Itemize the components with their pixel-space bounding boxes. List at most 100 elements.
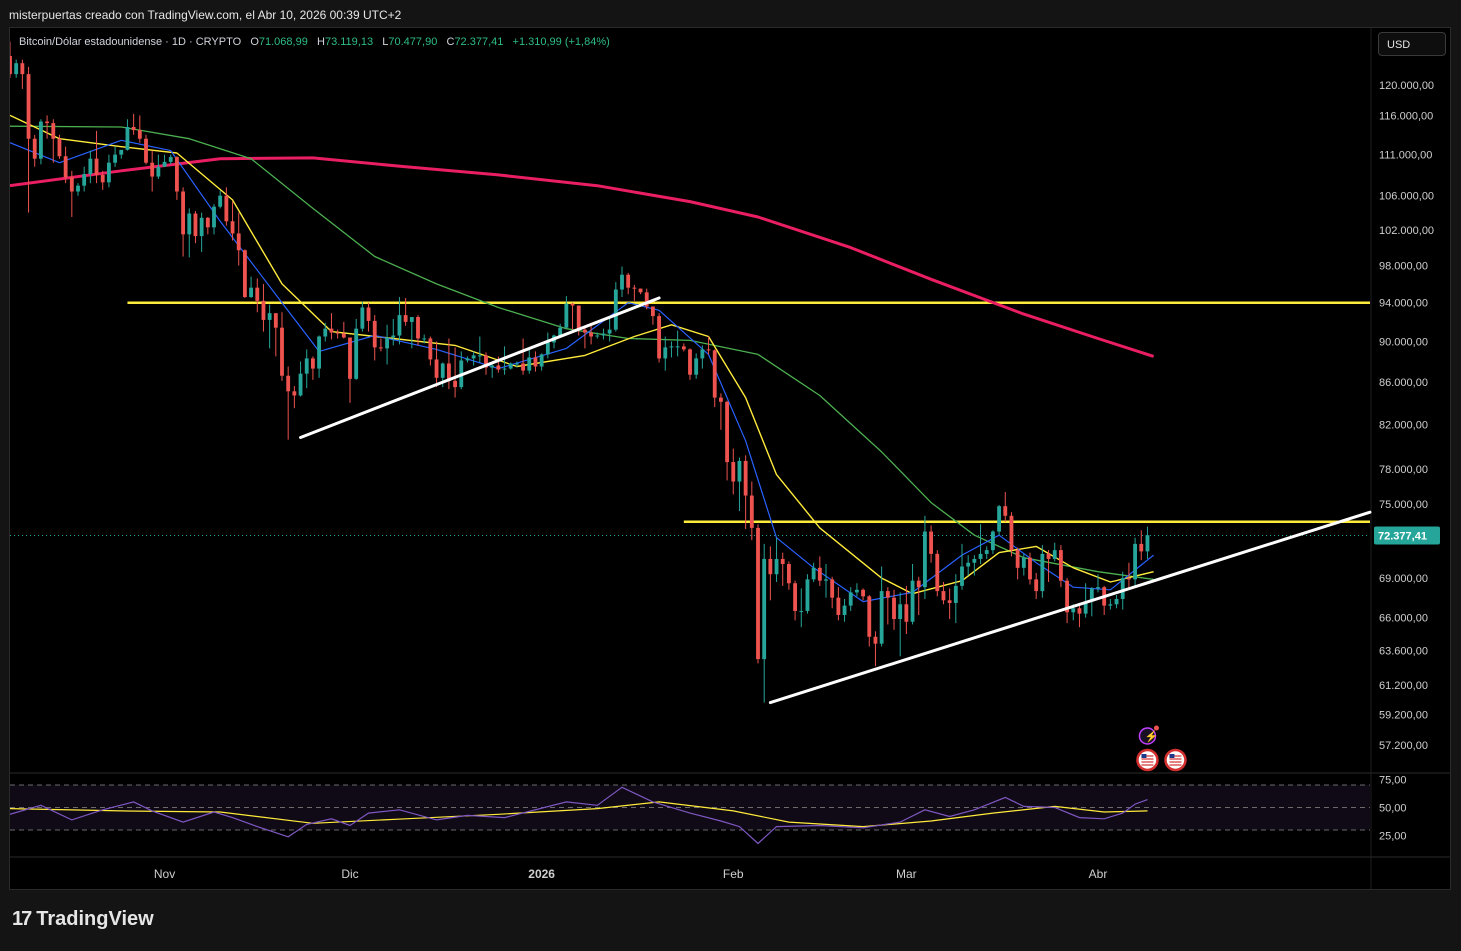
candle xyxy=(366,302,371,332)
candle-body xyxy=(224,195,229,222)
candle xyxy=(731,448,736,495)
candle xyxy=(947,588,952,620)
symbol-legend[interactable]: Bitcoin/Dólar estadounidense · 1D · CRYP… xyxy=(19,36,610,48)
candle xyxy=(811,562,816,582)
candle-body xyxy=(1096,587,1100,589)
chart-frame[interactable]: Bitcoin/Dólar estadounidense · 1D · CRYP… xyxy=(9,27,1451,890)
candle-body xyxy=(867,596,872,637)
candle-body xyxy=(675,346,680,348)
candle xyxy=(329,313,334,340)
candle xyxy=(780,552,785,586)
candle-body xyxy=(762,558,767,660)
candle-body xyxy=(1133,543,1138,580)
candle-body xyxy=(144,138,148,163)
candle xyxy=(1003,492,1008,522)
rsi-line xyxy=(10,786,1148,845)
candle-body xyxy=(249,287,254,298)
price-chart[interactable]: 120.000,00 116.000,00 111.000,00 106.000,00… xyxy=(10,28,1450,889)
candle xyxy=(681,343,686,352)
candle xyxy=(10,41,12,78)
candle-body xyxy=(1052,550,1057,559)
candle xyxy=(465,356,470,363)
currency-selector[interactable]: USD xyxy=(1378,32,1446,56)
candle-body xyxy=(601,333,606,336)
symbol-name[interactable]: Bitcoin/Dólar estadounidense · 1D · CRYP… xyxy=(19,36,242,48)
candle-body xyxy=(1139,543,1144,552)
candle-body xyxy=(885,591,890,598)
candle-body xyxy=(997,506,1002,532)
candle-body xyxy=(774,558,779,575)
candle xyxy=(51,119,56,163)
candle xyxy=(514,361,519,368)
candle-body xyxy=(873,636,878,644)
candle xyxy=(799,588,804,628)
candle xyxy=(193,210,198,244)
candle-body xyxy=(32,138,37,159)
candle xyxy=(830,576,835,609)
candle-body xyxy=(539,354,544,367)
flag-canton xyxy=(1169,754,1175,758)
candle xyxy=(545,332,550,359)
candle-body xyxy=(162,161,167,167)
candle-body xyxy=(947,600,952,603)
candle xyxy=(317,335,322,378)
candle-body xyxy=(502,368,507,370)
candle-body xyxy=(842,605,847,615)
candle xyxy=(848,587,853,611)
candle xyxy=(502,346,507,375)
candle-body xyxy=(484,355,488,368)
candle-body xyxy=(137,130,142,139)
close-value: 72.377,41 xyxy=(454,36,504,48)
candle-body xyxy=(768,558,773,575)
high-label: H xyxy=(317,36,325,48)
candle xyxy=(113,146,118,167)
rsi-tick-label: 75,00 xyxy=(1379,774,1407,786)
candle xyxy=(997,505,1002,536)
candle xyxy=(861,588,866,601)
candle xyxy=(385,324,390,365)
candle-body xyxy=(113,154,118,163)
candle xyxy=(218,190,223,209)
candle-body xyxy=(212,206,216,228)
price-tick-label: 90.000,00 xyxy=(1379,336,1428,348)
chart-caption: misterpuertas creado con TradingView.com… xyxy=(9,8,402,22)
candle-body xyxy=(100,174,105,183)
candle xyxy=(756,524,760,664)
candle-body xyxy=(1015,550,1020,568)
candle-body xyxy=(700,349,705,359)
candle-body xyxy=(960,566,964,586)
candle xyxy=(718,393,723,430)
candle xyxy=(978,524,983,564)
candle-body xyxy=(465,358,470,361)
rsi-tick-label: 25,00 xyxy=(1379,831,1407,843)
candle-body xyxy=(1021,557,1026,568)
candle xyxy=(242,249,247,298)
candle-body xyxy=(941,591,946,601)
candle-body xyxy=(861,589,866,597)
candle-body xyxy=(576,305,581,330)
candle-body xyxy=(731,462,736,482)
price-tick-label: 120.000,00 xyxy=(1379,80,1434,92)
candle-body xyxy=(156,166,161,177)
candle-body xyxy=(824,579,828,581)
price-tick-label: 106.000,00 xyxy=(1379,191,1434,203)
candle xyxy=(842,598,847,622)
candle xyxy=(422,334,427,344)
candle xyxy=(854,583,859,597)
candle-body xyxy=(613,289,618,330)
tradingview-brand[interactable]: 17 TradingView xyxy=(12,908,154,931)
candle xyxy=(582,326,587,349)
candle-body xyxy=(187,213,192,235)
high-value: 73.119,13 xyxy=(324,36,374,48)
candle-body xyxy=(168,157,173,162)
candle xyxy=(725,400,730,481)
candle-body xyxy=(898,604,903,620)
candle-body xyxy=(1009,515,1014,551)
candle xyxy=(212,204,216,235)
ma-200-line xyxy=(10,156,1155,358)
trendline-2 xyxy=(768,510,1372,705)
candle-body xyxy=(131,126,136,131)
candle-body xyxy=(558,327,563,336)
candle-body xyxy=(360,307,365,329)
candle-body xyxy=(780,558,785,564)
